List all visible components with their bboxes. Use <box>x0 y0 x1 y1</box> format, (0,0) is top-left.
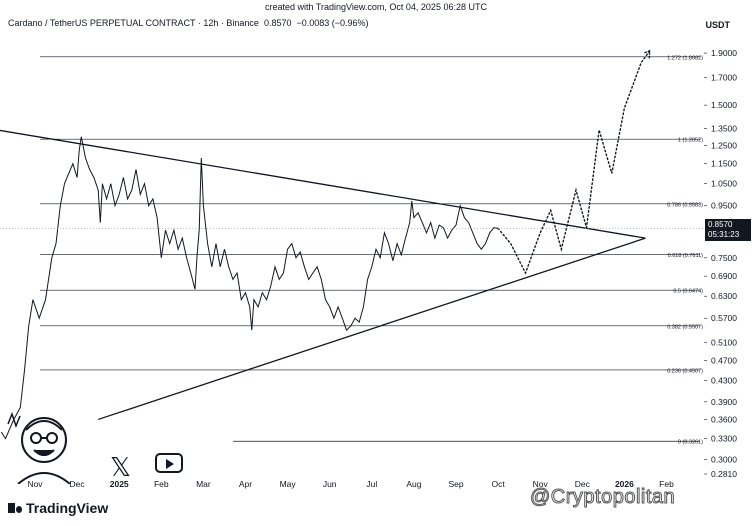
x-tick-label: Jul <box>366 479 377 489</box>
fib-label: 0 (0.3261) <box>678 440 703 446</box>
price-line <box>0 136 499 440</box>
current-price: 0.8570 <box>708 220 733 229</box>
y-tick-label: 0.9500 <box>711 201 737 211</box>
projection-arrowhead <box>642 49 651 59</box>
y-tick-label: 1.2500 <box>711 140 737 150</box>
youtube-icon[interactable] <box>155 453 183 473</box>
y-tick-label: 0.7500 <box>711 253 737 263</box>
y-tick-label: 0.5700 <box>711 313 737 323</box>
x-tick-label: Apr <box>239 479 252 489</box>
fib-label: 0.5 (0.6474) <box>673 289 703 295</box>
y-tick-label: 1.9000 <box>711 48 737 58</box>
x-tick-label: Aug <box>406 479 421 489</box>
x-tick-label: Feb <box>154 479 169 489</box>
triangle-upper-line <box>0 129 646 239</box>
triangle-lower-line <box>97 237 646 421</box>
fib-label: 0.618 (0.7611) <box>668 253 704 259</box>
x-tick-label: Dec <box>575 479 591 489</box>
y-tick-label: 0.6300 <box>711 291 737 301</box>
price-series <box>0 49 704 440</box>
price-change: −0.0083 (−0.96%) <box>296 18 369 28</box>
fib-label: 0.786 (0.9583) <box>667 202 703 208</box>
current-price-tag: 0.8570 05:31:23 <box>705 219 751 241</box>
bar-countdown: 05:31:23 <box>708 230 740 239</box>
y-tick-label: 0.4700 <box>711 356 737 366</box>
y-tick-label: 0.5100 <box>711 338 737 348</box>
fib-label: 0.236 (0.4507) <box>667 368 703 374</box>
projection-line <box>497 50 651 275</box>
tradingview-logo-text: TradingView <box>26 500 109 516</box>
symbol-name: Cardano / TetherUS PERPETUAL CONTRACT · … <box>8 18 259 28</box>
x-tick-label: May <box>280 479 297 489</box>
y-tick-label: 0.3000 <box>711 455 737 465</box>
y-tick-label: 1.3500 <box>711 123 737 133</box>
x-tick-label: Mar <box>196 479 211 489</box>
x-tick-label: Feb <box>659 479 674 489</box>
y-tick-label: 1.5000 <box>711 100 737 110</box>
tradingview-mark-icon <box>8 503 22 513</box>
x-tick-label: Dec <box>70 479 86 489</box>
x-tick-label: Nov <box>27 479 43 489</box>
y-tick-label: 1.1500 <box>711 159 737 169</box>
y-tick-label: 0.3600 <box>711 414 737 424</box>
x-tick-label: Oct <box>491 479 505 489</box>
y-tick-label: 0.2810 <box>711 469 737 479</box>
y-tick-label: 0.3900 <box>711 397 737 407</box>
y-tick-label: 0.6900 <box>711 271 737 281</box>
x-tick-label: 2025 <box>110 479 129 489</box>
x-icon[interactable]: 𝕏 <box>110 452 131 482</box>
symbol-header: Cardano / TetherUS PERPETUAL CONTRACT · … <box>8 18 369 28</box>
y-tick-label: 0.3300 <box>711 434 737 444</box>
y-tick-label: 1.0500 <box>711 179 737 189</box>
y-axis: 1.9000 1.7000 1.5000 1.3500 1.2500 1.1500 1.05… <box>704 48 737 479</box>
currency-label: USDT <box>705 20 731 30</box>
x-tick-label: 2026 <box>615 479 634 489</box>
x-tick-label: Jun <box>323 479 337 489</box>
x-axis: Nov Dec 2025 Feb Mar Apr May Jun Jul Aug Sep Oct Nov… <box>27 479 674 489</box>
fib-label: 0.382 (0.5507) <box>667 324 703 330</box>
x-tick-label: Sep <box>448 479 463 489</box>
last-price: 0.8570 <box>263 18 292 28</box>
created-caption: created with TradingView.com, Oct 04, 20… <box>265 2 487 12</box>
fibonacci-levels: 1.272 (1.8682) 1 (1.2852) 0.786 (0.9583) 0.… <box>40 55 704 446</box>
avatar-cartoon-icon <box>7 411 71 484</box>
x-tick-label: Nov <box>533 479 549 489</box>
fib-label: 1 (1.2852) <box>678 138 703 144</box>
cryptopolitan-watermark: @Cryptopolitan <box>529 486 676 509</box>
y-tick-label: 0.4300 <box>711 375 737 385</box>
tradingview-logo[interactable]: TradingView <box>8 500 108 516</box>
fib-label: 1.272 (1.8682) <box>667 55 703 61</box>
y-tick-label: 1.7000 <box>711 73 737 83</box>
symmetrical-triangle <box>0 129 646 421</box>
